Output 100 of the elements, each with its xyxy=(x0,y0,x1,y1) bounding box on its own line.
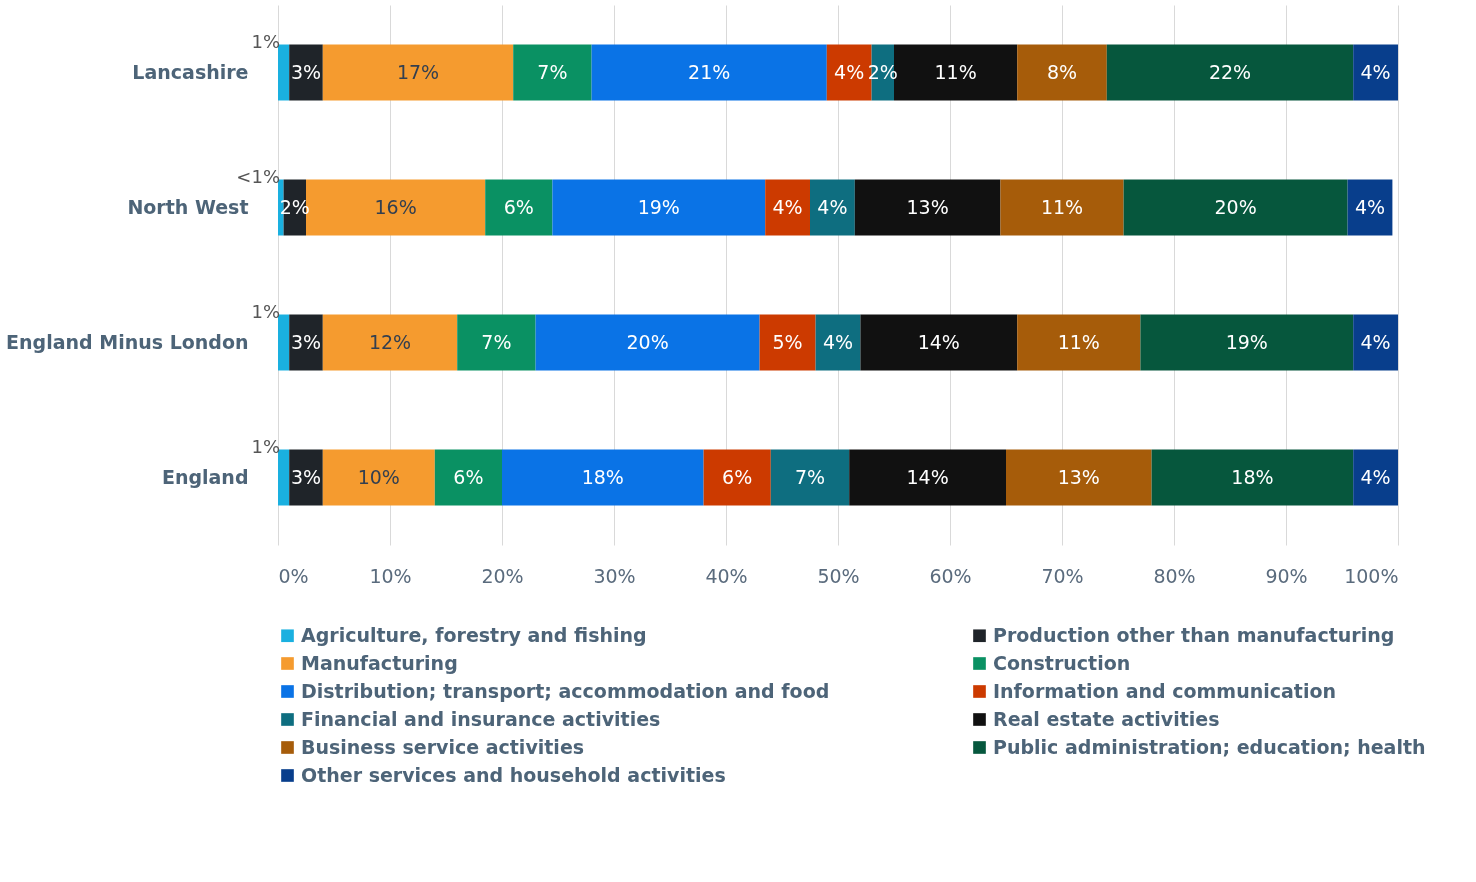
bar xyxy=(815,314,861,371)
data-label: 19% xyxy=(1225,330,1268,353)
data-label: 4% xyxy=(772,195,803,218)
data-label: 4% xyxy=(1360,60,1391,83)
bar xyxy=(849,449,1006,506)
bar xyxy=(860,314,1018,371)
legend-label: Other services and household activities xyxy=(301,763,726,786)
bar xyxy=(1140,314,1354,371)
bar xyxy=(759,314,816,371)
x-tick-label: 90% xyxy=(1265,564,1308,587)
bar xyxy=(322,44,514,101)
data-label: 4% xyxy=(1360,465,1391,488)
bar xyxy=(513,44,592,101)
bar xyxy=(1347,179,1393,236)
data-label: 11% xyxy=(934,60,977,83)
data-label: 6% xyxy=(722,465,753,488)
data-label: 17% xyxy=(396,60,440,83)
legend-label: Real estate activities xyxy=(993,707,1220,730)
data-label: 7% xyxy=(537,60,568,83)
bar xyxy=(1106,44,1354,101)
bar xyxy=(854,179,1001,236)
legend-label: Distribution; transport; accommodation and food xyxy=(301,679,830,702)
bar xyxy=(535,314,760,371)
data-label: 22% xyxy=(1208,60,1252,83)
legend-label: Financial and insurance activities xyxy=(301,707,661,730)
legend-label: Business service activities xyxy=(301,735,585,758)
data-label: 18% xyxy=(581,465,624,488)
data-label: 11% xyxy=(1057,330,1100,353)
bar xyxy=(810,179,855,236)
bar xyxy=(1017,314,1141,371)
x-tick-label: 40% xyxy=(705,564,748,587)
x-tick-label: 50% xyxy=(817,564,860,587)
data-label: 20% xyxy=(626,330,669,353)
data-label: 13% xyxy=(906,195,949,218)
y-tick-label: North West xyxy=(127,195,249,218)
data-label: 14% xyxy=(906,465,949,488)
data-label: 10% xyxy=(357,465,400,488)
bar xyxy=(278,314,290,371)
bar xyxy=(1017,44,1107,101)
data-label: 7% xyxy=(481,330,512,353)
data-label: 13% xyxy=(1057,465,1100,488)
data-label: 4% xyxy=(1354,195,1386,218)
data-label: 4% xyxy=(817,195,848,218)
data-label: 8% xyxy=(1046,60,1078,83)
x-tick-label: 70% xyxy=(1041,564,1084,587)
bar xyxy=(502,449,704,506)
bar xyxy=(289,314,323,371)
bar xyxy=(1151,449,1354,506)
data-label: 1% xyxy=(251,300,280,322)
x-tick-label: 0% xyxy=(278,564,309,587)
data-label: 18% xyxy=(1231,465,1274,488)
data-label: 1% xyxy=(251,30,280,52)
data-label: 16% xyxy=(374,195,417,218)
data-label: 11% xyxy=(1040,195,1084,218)
data-label: 19% xyxy=(637,195,680,218)
data-label: 20% xyxy=(1214,195,1257,218)
bar xyxy=(1000,179,1124,236)
data-label: 4% xyxy=(1360,330,1391,353)
data-label: 3% xyxy=(290,60,322,83)
x-tick-label: 20% xyxy=(481,564,524,587)
x-tick-label: 100% xyxy=(1344,564,1399,587)
bar xyxy=(278,44,290,101)
legend-label: Public administration; education; health xyxy=(993,735,1426,758)
x-tick-label: 60% xyxy=(929,564,972,587)
data-label: 5% xyxy=(772,330,803,353)
legend-label: Production other than manufacturing xyxy=(993,623,1395,646)
bar xyxy=(1123,179,1348,236)
bar xyxy=(591,44,827,101)
y-tick-label: England xyxy=(161,465,249,488)
bar xyxy=(278,449,290,506)
x-tick-label: 80% xyxy=(1153,564,1196,587)
bar xyxy=(765,179,810,236)
y-tick-label: Lancashire xyxy=(132,60,249,83)
data-label: 3% xyxy=(290,330,322,353)
data-label: 12% xyxy=(368,330,412,353)
data-label: 4% xyxy=(834,60,865,83)
bar xyxy=(434,449,502,506)
data-label: 21% xyxy=(688,60,731,83)
data-label: 3% xyxy=(290,465,322,488)
bar xyxy=(485,179,553,236)
legend-label: Agriculture, forestry and fishing xyxy=(301,623,647,646)
bar xyxy=(1006,449,1152,506)
bar xyxy=(322,449,435,506)
data-label: 4% xyxy=(822,330,854,353)
x-tick-label: 10% xyxy=(369,564,412,587)
x-tick-label: 30% xyxy=(593,564,636,587)
y-tick-label: England Minus London xyxy=(6,330,249,353)
legend-label: Manufacturing xyxy=(301,651,458,674)
bar xyxy=(770,449,850,506)
legend-label: Information and communication xyxy=(993,679,1336,702)
legend-label: Construction xyxy=(993,651,1131,674)
bar xyxy=(552,179,766,236)
data-label: 6% xyxy=(503,195,534,218)
data-label: <1% xyxy=(236,165,280,187)
bar xyxy=(1353,314,1398,371)
data-label: 6% xyxy=(453,465,484,488)
bar xyxy=(1353,449,1398,506)
bar xyxy=(289,449,323,506)
bar xyxy=(289,44,323,101)
data-label: 1% xyxy=(251,435,280,457)
